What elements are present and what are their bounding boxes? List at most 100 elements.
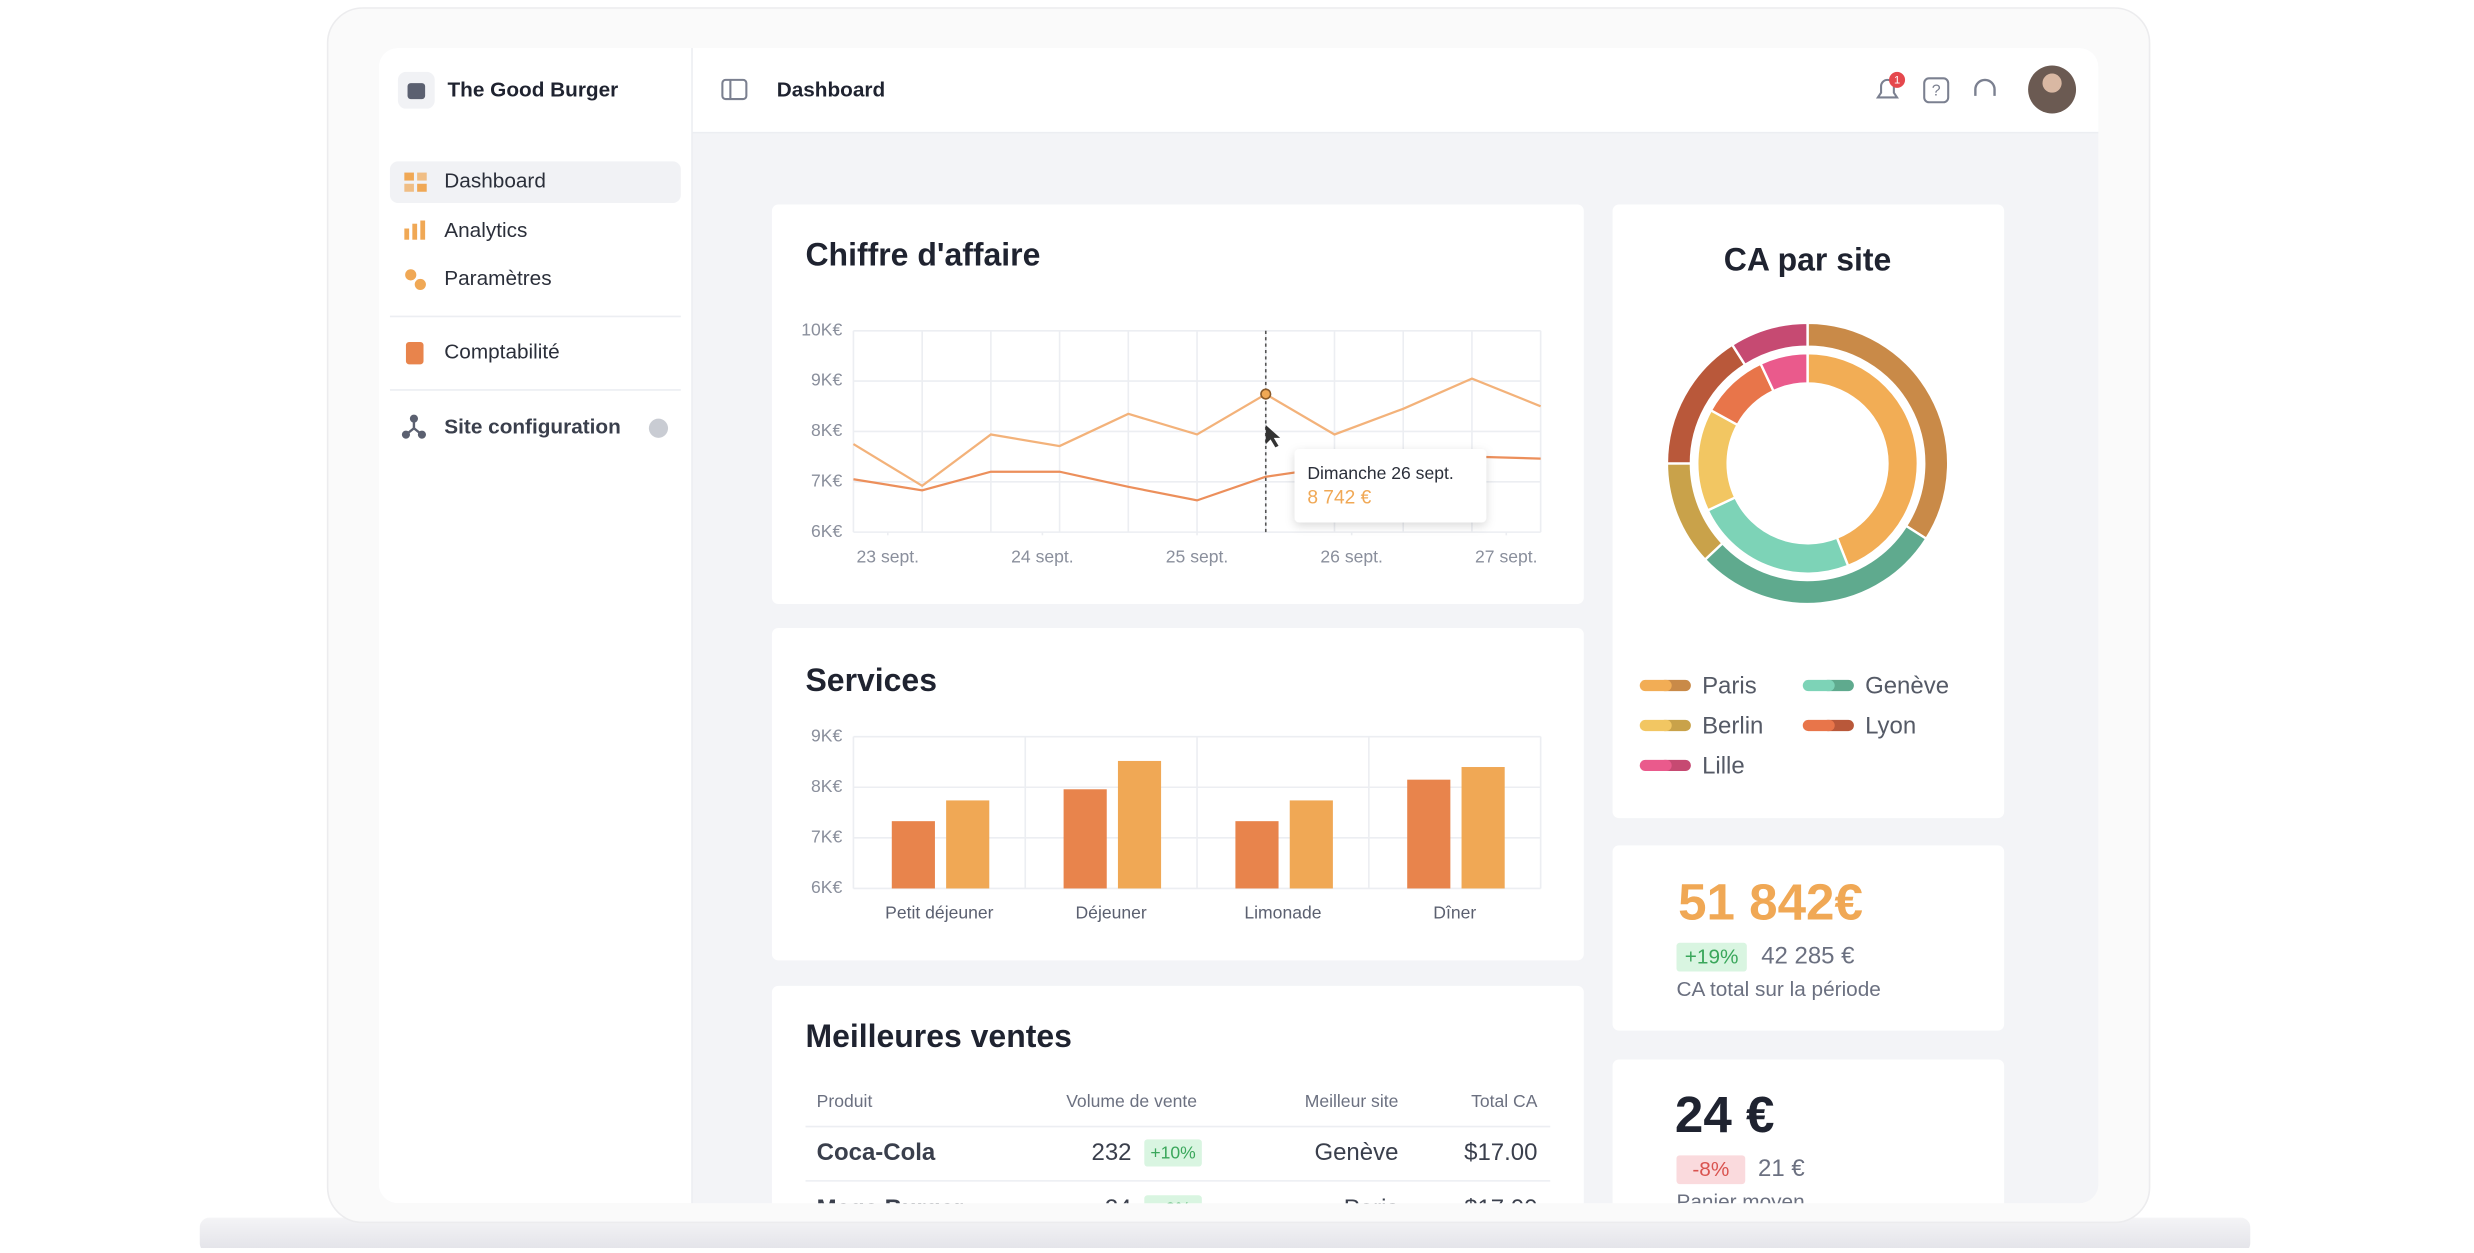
bar <box>1461 767 1505 889</box>
nav-icon <box>404 220 426 240</box>
volume: 232 <box>1092 1139 1132 1166</box>
bar <box>1407 779 1451 889</box>
total: $17.00 <box>1464 1139 1537 1166</box>
legend-swatch <box>1639 759 1672 772</box>
bar <box>1289 800 1333 889</box>
column-header: Produit <box>817 1091 873 1111</box>
table-title: Meilleures ventes <box>805 1018 1071 1054</box>
sidebar-toggle[interactable] <box>721 78 748 101</box>
tooltip-title: Dimanche 26 sept. <box>1307 463 1453 483</box>
legend-label: Lyon <box>1865 712 1916 739</box>
nav-item[interactable]: Analytics <box>444 219 527 242</box>
nav-icon <box>405 269 426 291</box>
legend-swatch <box>1639 679 1672 692</box>
x-tick-label: 26 sept. <box>1320 546 1383 566</box>
x-tick-label: Limonade <box>1244 903 1321 923</box>
laptop-base <box>199 1217 2251 1253</box>
legend-swatch <box>1639 719 1672 732</box>
nav-active[interactable] <box>389 161 681 203</box>
bar <box>1117 760 1162 889</box>
kpi-value: 51 842€ <box>1678 874 1863 931</box>
x-tick-label: Petit déjeuner <box>885 903 994 923</box>
hover-point <box>1260 388 1272 400</box>
kpi-label: CA total sur la période <box>1677 978 1881 1001</box>
nav-item[interactable]: Dashboard <box>444 170 546 193</box>
x-tick-label: Dîner <box>1433 903 1476 923</box>
y-tick-label: 10K€ <box>801 319 842 339</box>
kpi-change: +19% <box>1685 945 1739 968</box>
y-tick-label: 6K€ <box>811 877 842 897</box>
cursor <box>1265 425 1281 448</box>
kpi-value: 24 € <box>1675 1086 1775 1143</box>
card <box>771 985 1584 1204</box>
x-tick-label: Déjeuner <box>1075 903 1146 923</box>
change-badge <box>1676 1155 1746 1185</box>
kpi-change: -8% <box>1692 1158 1729 1181</box>
bar <box>1235 821 1279 889</box>
notification-count: 1 <box>1894 75 1900 87</box>
x-tick-label: 24 sept. <box>1011 546 1074 566</box>
x-tick-label: 27 sept. <box>1475 546 1538 566</box>
chart-title: CA par site <box>1724 242 1892 278</box>
total: $17.00 <box>1464 1195 1537 1222</box>
donut-segment <box>1759 351 1809 393</box>
y-tick-label: 8K€ <box>811 776 842 796</box>
sidebar <box>378 47 693 1204</box>
bar <box>946 800 990 889</box>
volume: 24 <box>1105 1195 1132 1222</box>
support-icon[interactable] <box>1974 78 1996 96</box>
help-icon: ? <box>1932 82 1941 99</box>
x-tick-label: 23 sept. <box>857 546 920 566</box>
help-icon[interactable] <box>1923 77 1950 104</box>
site: Paris <box>1344 1195 1399 1222</box>
legend-swatch <box>1802 679 1835 692</box>
tooltip <box>1294 449 1487 523</box>
change-badge <box>1144 1139 1202 1167</box>
nav-item[interactable]: Site configuration <box>444 416 621 439</box>
product: Coca-Cola <box>817 1139 936 1166</box>
notification-badge <box>1889 71 1906 88</box>
y-tick-label: 9K€ <box>811 370 842 390</box>
brand-icon <box>407 83 426 100</box>
legend-label: Paris <box>1702 672 1757 699</box>
nav-icon <box>404 172 427 192</box>
legend-label: Lille <box>1702 752 1745 779</box>
donut-segment <box>1730 321 1809 367</box>
avatar <box>2042 73 2062 93</box>
bar <box>1063 789 1107 889</box>
tooltip-value: 8 742 € <box>1307 488 1371 509</box>
column-header: Total CA <box>1471 1091 1538 1111</box>
bar <box>891 821 935 889</box>
y-tick-label: 6K€ <box>811 521 842 541</box>
legend-swatch <box>1802 719 1835 732</box>
y-tick-label: 8K€ <box>811 420 842 440</box>
nav-item[interactable]: Comptabilité <box>444 341 559 364</box>
y-tick-label: 9K€ <box>811 725 842 745</box>
topbar <box>692 47 2099 133</box>
screen: The Good Burger Dashboard Analytics Paramèt… <box>378 47 2099 1222</box>
change-badge <box>1676 942 1747 972</box>
bell-icon[interactable] <box>1875 78 1899 99</box>
x-tick-label: 25 sept. <box>1166 546 1229 566</box>
legend-label: Genève <box>1865 672 1949 699</box>
chart-title: Services <box>805 662 936 698</box>
brand: The Good Burger <box>447 79 618 102</box>
chart-title: Chiffre d'affaire <box>805 237 1040 273</box>
kpi-previous: 21 € <box>1758 1155 1805 1182</box>
donut-segment <box>1806 351 1920 568</box>
legend-label: Berlin <box>1702 712 1763 739</box>
page-title: Dashboard <box>777 79 885 102</box>
y-tick-label: 7K€ <box>811 827 842 847</box>
change: +8% <box>1155 1198 1191 1218</box>
kpi-previous: 42 285 € <box>1761 943 1854 970</box>
kpi-label: Panier moyen <box>1677 1191 1805 1214</box>
expand-button[interactable] <box>648 418 669 438</box>
content: The Good Burger Dashboard Analytics Paramèt… <box>444 75 1950 1222</box>
change: +10% <box>1150 1142 1195 1162</box>
site: Genève <box>1314 1139 1398 1166</box>
card <box>1612 204 2005 819</box>
nav-icon <box>405 341 424 365</box>
nav-item[interactable]: Paramètres <box>444 267 551 290</box>
